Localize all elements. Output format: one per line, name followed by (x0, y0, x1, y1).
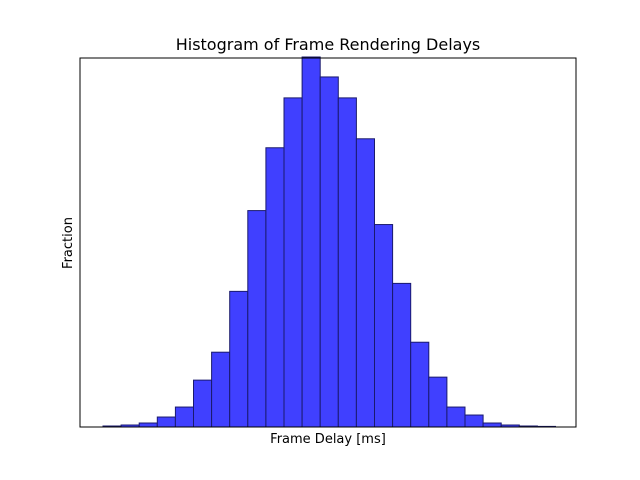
plot-frame (79, 57, 577, 428)
histogram-bar (301, 56, 321, 428)
histogram-bar (392, 282, 412, 428)
histogram-bar (337, 97, 357, 428)
histogram-bar (283, 97, 303, 428)
histogram-bar (174, 406, 194, 428)
bar-group (102, 56, 557, 428)
histogram-bar (229, 290, 249, 428)
histogram-bar (193, 379, 213, 428)
histogram-bar (138, 422, 158, 428)
chart-title: Histogram of Frame Rendering Delays (176, 35, 481, 54)
histogram-bar (265, 147, 285, 428)
histogram-bar (355, 138, 375, 428)
histogram-bar (319, 76, 339, 428)
x-axis-label: Frame Delay [ms] (270, 432, 386, 447)
histogram-bar (446, 406, 466, 428)
histogram-bar (374, 224, 394, 428)
histogram-bar (156, 416, 176, 428)
histogram-bar (211, 351, 231, 428)
histogram-bar (247, 210, 267, 428)
y-axis-label: Fraction (61, 217, 76, 269)
histogram-bar (410, 341, 430, 428)
histogram-bar (428, 376, 448, 428)
histogram-bar (464, 414, 484, 428)
histogram-bar (482, 422, 502, 428)
